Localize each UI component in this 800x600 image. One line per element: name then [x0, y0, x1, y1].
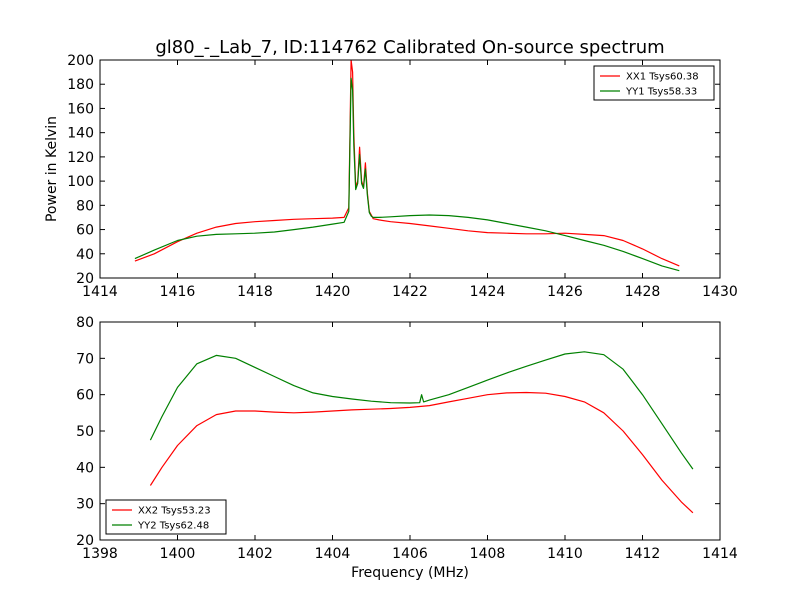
bottom-y-tick-label: 40: [76, 460, 94, 476]
top-y-tick-label: 160: [67, 101, 94, 117]
bottom-y-tick-label: 60: [76, 388, 94, 404]
bottom-y-tick-label: 70: [76, 351, 94, 367]
top-legend-box: [593, 65, 715, 101]
top-y-tick-label: 120: [67, 150, 94, 166]
bottom-series-line-2: [149, 351, 694, 470]
top-y-tick-label: 80: [76, 198, 94, 214]
top-legend-label-1: XX1 Tsys60.38: [626, 72, 699, 83]
top-x-tick-label: 1430: [702, 284, 738, 300]
top-legend-label-2: YY1 Tsys58.33: [625, 87, 697, 98]
top-y-tick-label: 200: [67, 53, 94, 69]
bottom-x-tick-label: 1414: [702, 546, 738, 562]
top-y-tick-label: 100: [67, 174, 94, 190]
bottom-y-tick-label: 50: [76, 424, 94, 440]
bottom-x-tick-label: 1404: [315, 546, 351, 562]
top-x-tick-label: 1414: [82, 284, 118, 300]
top-y-axis-label: Power in Kelvin: [44, 116, 60, 222]
bottom-legend-box: [105, 499, 227, 535]
bottom-x-tick-label: 1412: [625, 546, 661, 562]
top-y-tick-label: 140: [67, 126, 94, 142]
top-y-tick-label: 40: [76, 247, 94, 263]
top-x-tick-label: 1416: [160, 284, 196, 300]
top-x-tick-label: 1418: [237, 284, 273, 300]
bottom-y-tick-label: 20: [76, 533, 94, 549]
bottom-x-axis-label: Frequency (MHz): [351, 565, 469, 581]
bottom-panel: Frequency (MHz) 1398 1400 1402 1404 1406 1408…: [76, 315, 738, 581]
top-x-tick-label: 1424: [470, 284, 506, 300]
top-series-line-1: [134, 60, 680, 267]
top-y-tick-label: 180: [67, 77, 94, 93]
top-x-tick-label: 1426: [547, 284, 583, 300]
top-x-tick-label: 1420: [315, 284, 351, 300]
bottom-x-tick-label: 1402: [237, 546, 273, 562]
bottom-x-tick-label: 1410: [547, 546, 583, 562]
bottom-y-tick-label: 30: [76, 497, 94, 513]
top-panel: Power in Kelvin 1414 1416 1418 1420 1422 1424…: [44, 53, 738, 300]
bottom-series-line-1: [149, 391, 694, 514]
bottom-x-tick-label: 1400: [160, 546, 196, 562]
bottom-x-tick-label: 1408: [470, 546, 506, 562]
top-y-tick-label: 60: [76, 223, 94, 239]
bottom-x-tick-label: 1406: [392, 546, 428, 562]
bottom-y-tick-label: 80: [76, 315, 94, 331]
top-y-tick-label: 20: [76, 271, 94, 287]
top-legend: XX1 Tsys60.38 YY1 Tsys58.33: [593, 65, 715, 101]
top-x-tick-label: 1422: [392, 284, 428, 300]
bottom-legend: XX2 Tsys53.23 YY2 Tsys62.48: [105, 499, 227, 535]
bottom-legend-label-1: XX2 Tsys53.23: [138, 506, 211, 517]
bottom-legend-label-2: YY2 Tsys62.48: [137, 521, 209, 532]
bottom-x-tick-label: 1398: [82, 546, 118, 562]
figure-title: gl80_-_Lab_7, ID:114762 Calibrated On-so…: [155, 37, 664, 58]
top-x-tick-label: 1428: [625, 284, 661, 300]
top-series-line-2: [134, 77, 680, 272]
